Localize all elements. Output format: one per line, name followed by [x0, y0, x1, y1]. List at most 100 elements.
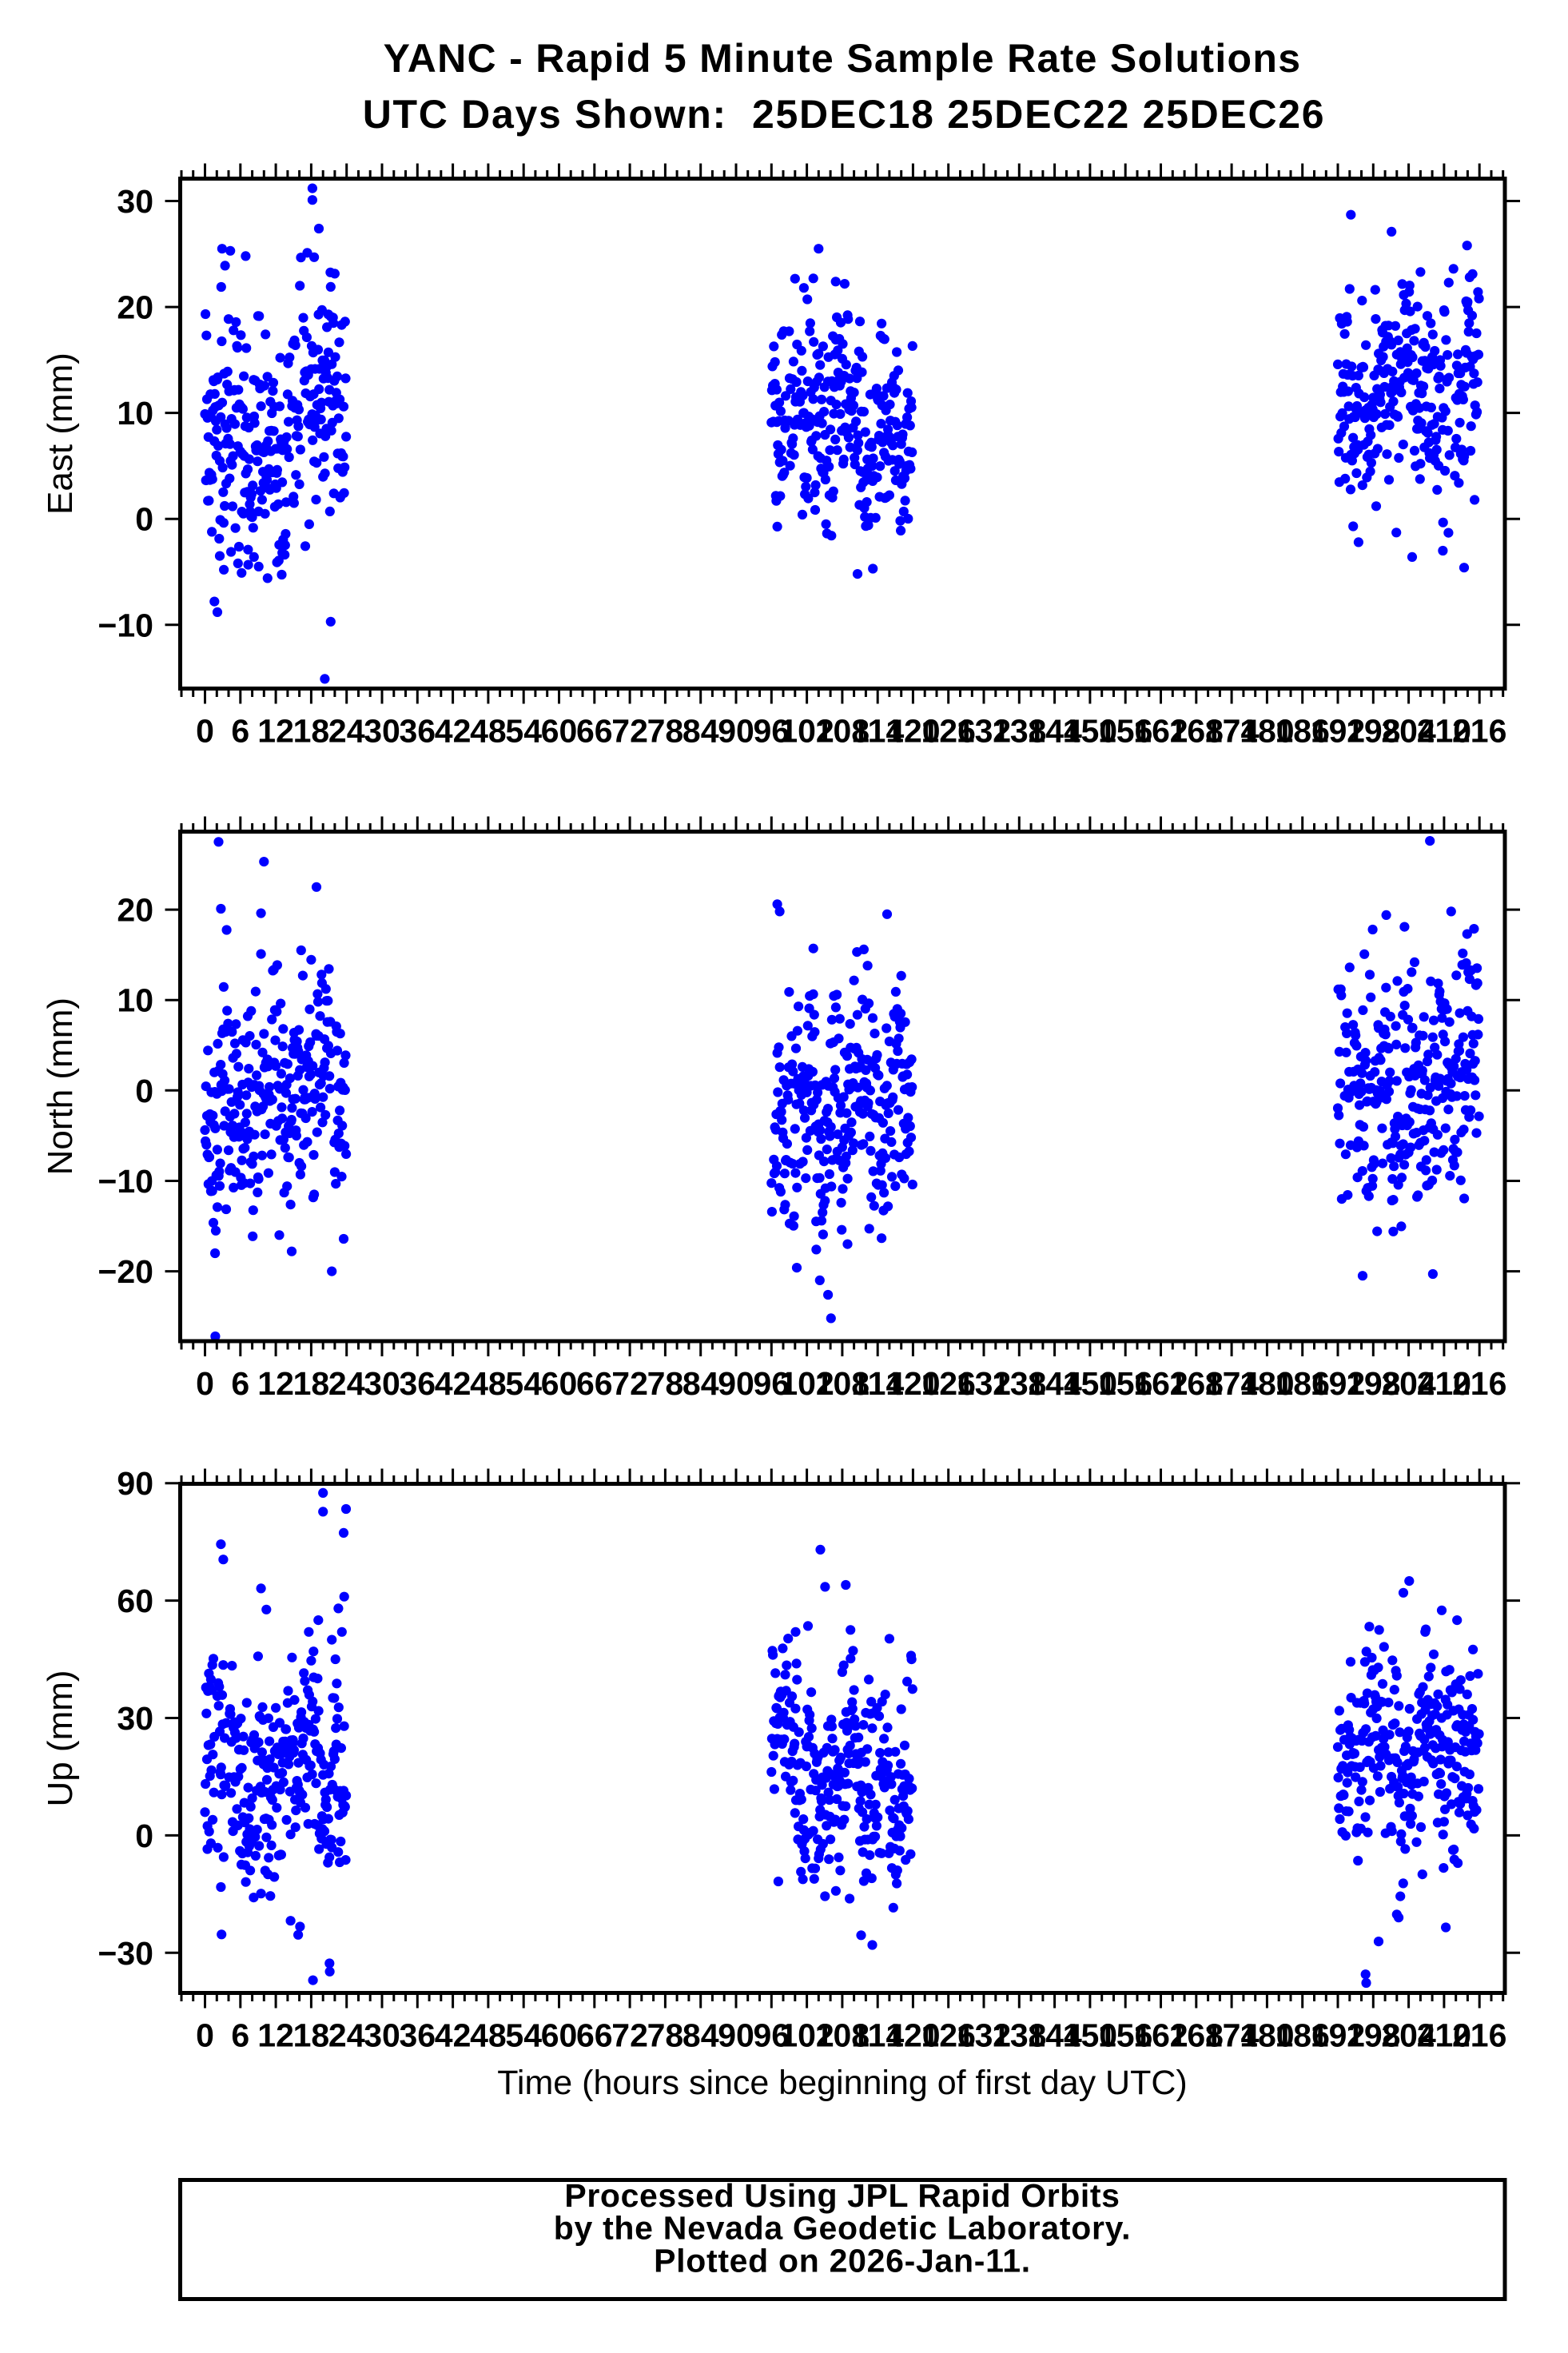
svg-text:120: 120: [885, 2017, 940, 2054]
svg-text:180: 180: [1240, 713, 1294, 750]
svg-text:96: 96: [753, 1365, 790, 1402]
svg-text:60: 60: [541, 713, 578, 750]
svg-text:Up (mm): Up (mm): [41, 1670, 80, 1806]
svg-text:20: 20: [117, 892, 153, 929]
svg-text:YANC - Rapid 5 Minute Sample R: YANC - Rapid 5 Minute Sample Rate Soluti…: [384, 36, 1302, 81]
svg-text:54: 54: [505, 713, 542, 750]
svg-text:186: 186: [1275, 713, 1329, 750]
svg-text:78: 78: [647, 1365, 684, 1402]
svg-text:114: 114: [851, 2017, 904, 2054]
svg-text:114: 114: [851, 1365, 904, 1402]
svg-text:108: 108: [815, 713, 870, 750]
svg-text:120: 120: [885, 713, 940, 750]
svg-text:144: 144: [1027, 1365, 1082, 1402]
svg-text:54: 54: [505, 1365, 542, 1402]
svg-text:216: 216: [1452, 1365, 1506, 1402]
svg-text:174: 174: [1204, 1365, 1260, 1402]
svg-text:66: 66: [576, 2017, 613, 2054]
svg-text:North (mm): North (mm): [41, 997, 80, 1175]
svg-text:18: 18: [293, 713, 330, 750]
svg-text:0: 0: [196, 713, 214, 750]
svg-text:204: 204: [1381, 1365, 1436, 1402]
svg-text:144: 144: [1027, 713, 1082, 750]
svg-text:180: 180: [1240, 1365, 1294, 1402]
svg-text:0: 0: [135, 1073, 153, 1109]
svg-text:Time (hours since beginning of: Time (hours since beginning of first day…: [497, 2064, 1188, 2102]
svg-text:−10: −10: [98, 1163, 153, 1200]
svg-text:12: 12: [257, 1365, 294, 1402]
svg-text:198: 198: [1346, 1365, 1400, 1402]
svg-text:−20: −20: [98, 1253, 153, 1290]
svg-text:126: 126: [921, 2017, 975, 2054]
svg-text:42: 42: [435, 2017, 472, 2054]
svg-text:162: 162: [1133, 2017, 1188, 2054]
svg-text:42: 42: [435, 1365, 472, 1402]
svg-text:18: 18: [293, 2017, 330, 2054]
svg-text:150: 150: [1063, 713, 1117, 750]
svg-text:198: 198: [1346, 2017, 1400, 2054]
svg-text:144: 144: [1027, 2017, 1082, 2054]
svg-text:150: 150: [1063, 2017, 1117, 2054]
svg-text:150: 150: [1063, 1365, 1117, 1402]
svg-text:114: 114: [851, 713, 904, 750]
svg-text:156: 156: [1098, 713, 1152, 750]
svg-text:84: 84: [683, 2017, 719, 2054]
svg-text:72: 72: [611, 2017, 648, 2054]
svg-text:30: 30: [364, 713, 400, 750]
svg-text:132: 132: [957, 2017, 1011, 2054]
svg-text:126: 126: [921, 1365, 975, 1402]
svg-text:30: 30: [117, 183, 153, 220]
svg-text:180: 180: [1240, 2017, 1294, 2054]
svg-text:48: 48: [470, 1365, 507, 1402]
svg-text:168: 168: [1169, 713, 1224, 750]
svg-text:0: 0: [196, 1365, 214, 1402]
svg-text:by the Nevada Geodetic Laborat: by the Nevada Geodetic Laboratory.: [554, 2210, 1132, 2247]
svg-text:90: 90: [718, 2017, 754, 2054]
svg-text:UTC Days Shown: 25DEC18 25DEC: UTC Days Shown: 25DEC18 25DEC22 25DEC26: [363, 92, 1326, 137]
svg-text:30: 30: [364, 1365, 400, 1402]
svg-text:120: 120: [885, 1365, 940, 1402]
svg-text:192: 192: [1311, 713, 1365, 750]
svg-text:186: 186: [1275, 1365, 1329, 1402]
svg-text:90: 90: [718, 1365, 754, 1402]
svg-text:90: 90: [718, 713, 754, 750]
svg-text:108: 108: [815, 2017, 870, 2054]
svg-text:24: 24: [328, 2017, 365, 2054]
svg-text:210: 210: [1417, 2017, 1471, 2054]
svg-text:24: 24: [328, 713, 365, 750]
svg-text:102: 102: [779, 2017, 834, 2054]
svg-text:72: 72: [611, 1365, 648, 1402]
svg-text:20: 20: [117, 289, 153, 326]
svg-text:30: 30: [364, 2017, 400, 2054]
svg-text:0: 0: [135, 501, 153, 538]
svg-text:30: 30: [117, 1700, 153, 1737]
svg-text:Processed Using JPL Rapid Orbi: Processed Using JPL Rapid Orbits: [564, 2177, 1120, 2214]
svg-text:168: 168: [1169, 1365, 1224, 1402]
svg-text:210: 210: [1417, 713, 1471, 750]
svg-text:102: 102: [779, 1365, 834, 1402]
svg-text:66: 66: [576, 1365, 613, 1402]
svg-text:198: 198: [1346, 713, 1400, 750]
svg-text:132: 132: [957, 1365, 1011, 1402]
svg-text:36: 36: [399, 2017, 436, 2054]
svg-text:0: 0: [135, 1818, 153, 1854]
svg-text:66: 66: [576, 713, 613, 750]
svg-text:138: 138: [992, 2017, 1046, 2054]
svg-text:60: 60: [541, 1365, 578, 1402]
svg-text:0: 0: [196, 2017, 214, 2054]
svg-text:84: 84: [683, 713, 719, 750]
svg-text:36: 36: [399, 1365, 436, 1402]
svg-text:72: 72: [611, 713, 648, 750]
svg-text:10: 10: [117, 395, 153, 432]
svg-text:138: 138: [992, 713, 1046, 750]
svg-text:10: 10: [117, 982, 153, 1019]
svg-text:174: 174: [1204, 713, 1260, 750]
svg-text:12: 12: [257, 713, 294, 750]
svg-text:138: 138: [992, 1365, 1046, 1402]
svg-text:36: 36: [399, 713, 436, 750]
svg-text:6: 6: [231, 713, 249, 750]
svg-text:174: 174: [1204, 2017, 1260, 2054]
svg-text:132: 132: [957, 713, 1011, 750]
svg-text:216: 216: [1452, 713, 1506, 750]
svg-text:78: 78: [647, 713, 684, 750]
